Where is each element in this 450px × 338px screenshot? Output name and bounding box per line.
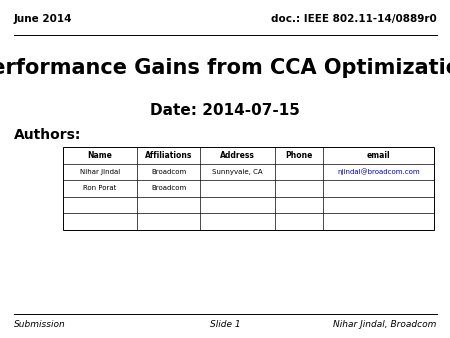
- Text: Submission: Submission: [14, 320, 65, 329]
- Text: Date: 2014-07-15: Date: 2014-07-15: [150, 103, 300, 118]
- Text: Sunnyvale, CA: Sunnyvale, CA: [212, 169, 263, 175]
- Text: Performance Gains from CCA Optimization: Performance Gains from CCA Optimization: [0, 57, 450, 78]
- Text: Address: Address: [220, 151, 255, 160]
- Text: email: email: [367, 151, 391, 160]
- Text: doc.: IEEE 802.11-14/0889r0: doc.: IEEE 802.11-14/0889r0: [271, 14, 436, 24]
- Text: Nihar Jindal, Broadcom: Nihar Jindal, Broadcom: [333, 320, 436, 329]
- Text: Slide 1: Slide 1: [210, 320, 240, 329]
- Bar: [63, 147, 434, 230]
- Text: Broadcom: Broadcom: [151, 186, 186, 191]
- Text: Authors:: Authors:: [14, 128, 81, 142]
- Text: Name: Name: [88, 151, 112, 160]
- Text: njindal@broadcom.com: njindal@broadcom.com: [337, 169, 420, 175]
- Text: Ron Porat: Ron Porat: [83, 186, 117, 191]
- Text: Phone: Phone: [285, 151, 312, 160]
- Text: Affiliations: Affiliations: [145, 151, 193, 160]
- Text: June 2014: June 2014: [14, 14, 72, 24]
- Text: Nihar Jindal: Nihar Jindal: [80, 169, 120, 175]
- Text: Broadcom: Broadcom: [151, 169, 186, 175]
